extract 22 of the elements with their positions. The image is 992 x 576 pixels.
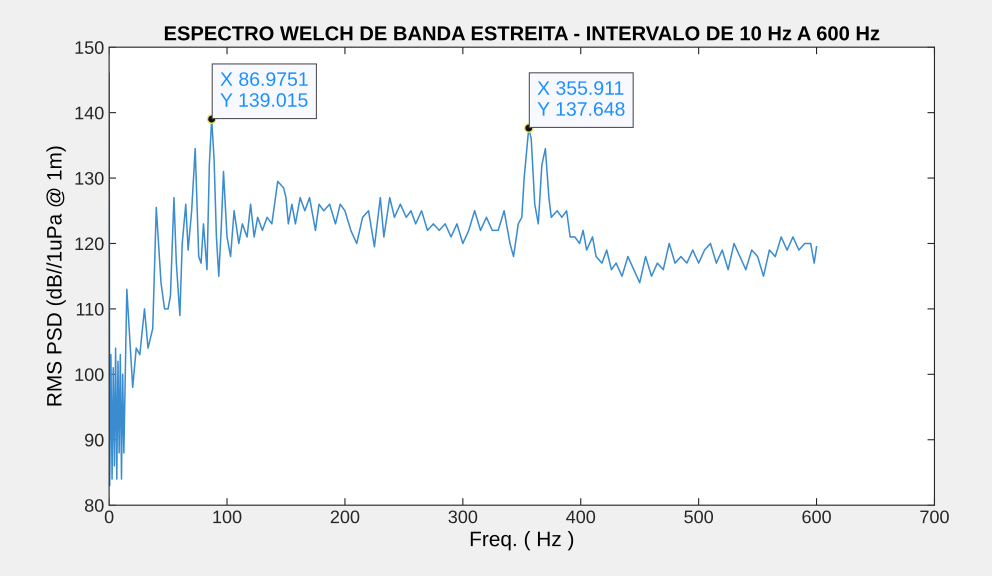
y-tick-label: 130 — [76, 172, 104, 185]
y-tick-label: 150 — [76, 41, 104, 54]
y-tick-label: 140 — [76, 106, 104, 120]
x-tick-label: 100 — [213, 510, 242, 524]
y-tick-label: 120 — [76, 237, 104, 250]
x-tick-label: 500 — [684, 510, 714, 524]
y-axis-title: RMS PSD (dB//1uPa @ 1m) — [46, 146, 66, 406]
y-tick-label: 80 — [84, 499, 104, 512]
x-tick-label: 200 — [330, 510, 360, 524]
x-tick-label: 300 — [448, 510, 478, 524]
x-axis-title: Freq. ( Hz ) — [470, 531, 574, 550]
annotation: X 86.9751 Y 139.015 — [220, 72, 308, 107]
x-tick-label: 0 — [104, 510, 114, 524]
chart-title: ESPECTRO WELCH DE BANDA ESTREITA - INTERVALO DE 10 Hz A 600 Hz — [164, 26, 880, 40]
y-tick-label: 90 — [85, 434, 104, 446]
annotation: X 355.911 Y 137.648 — [538, 81, 625, 116]
x-tick-label: 400 — [566, 510, 596, 524]
x-tick-label: 700 — [920, 510, 949, 524]
x-tick-label: 600 — [802, 510, 831, 524]
y-tick-label: 110 — [76, 302, 104, 316]
y-tick-label: 100 — [76, 368, 104, 382]
line-series — [109, 72, 818, 486]
